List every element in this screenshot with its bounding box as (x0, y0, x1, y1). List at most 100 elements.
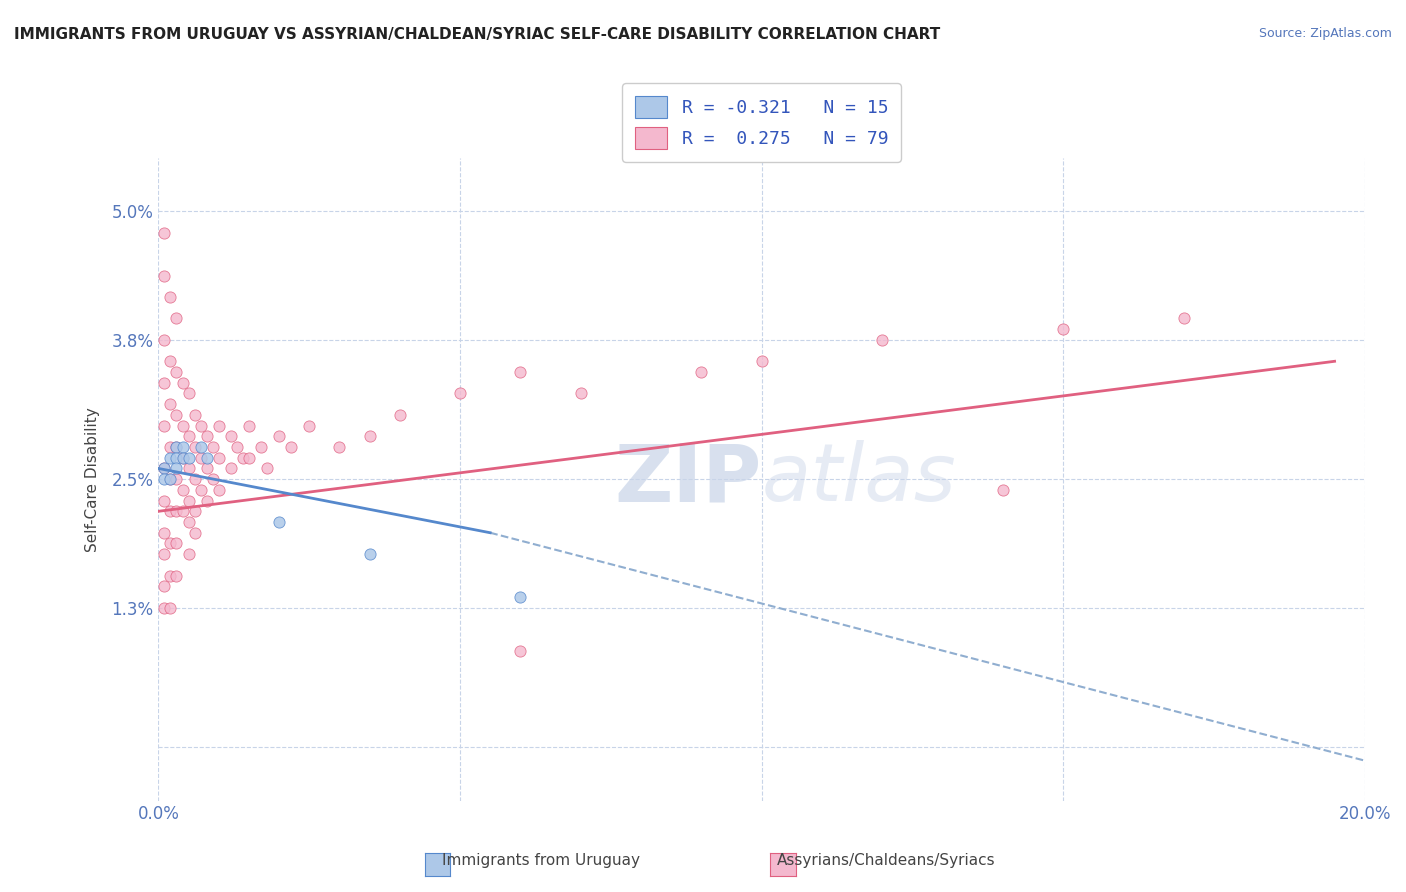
Point (159, 290, 181, 304)
Point (509, 590, 531, 604)
Point (1052, 322, 1074, 336)
Point (166, 536, 188, 550)
Text: Assyrians/Chaldeans/Syriacs: Assyrians/Chaldeans/Syriacs (776, 853, 995, 868)
Point (219, 429, 242, 443)
Point (153, 472, 176, 486)
Point (190, 483, 212, 497)
Point (172, 450, 194, 465)
Point (177, 461, 200, 475)
Legend: R = -0.321   N = 15, R =  0.275   N = 79: R = -0.321 N = 15, R = 0.275 N = 79 (621, 83, 901, 161)
Point (267, 429, 290, 443)
Point (190, 450, 212, 465)
Point (153, 525, 176, 540)
Point (153, 579, 176, 593)
Point (159, 472, 181, 486)
Point (208, 418, 231, 433)
Point (219, 461, 242, 475)
Point (177, 450, 200, 465)
Point (195, 461, 218, 475)
Point (991, 483, 1014, 497)
Point (509, 643, 531, 657)
Point (153, 226, 176, 240)
Point (328, 440, 350, 454)
Point (280, 440, 302, 454)
Point (183, 440, 205, 454)
Point (201, 440, 224, 454)
Point (1173, 311, 1195, 326)
Point (159, 504, 181, 518)
Point (159, 450, 181, 465)
Point (359, 547, 381, 561)
Point (208, 450, 231, 465)
Point (166, 311, 188, 326)
Point (388, 408, 411, 422)
Point (153, 376, 176, 390)
Point (298, 418, 321, 433)
Point (172, 418, 194, 433)
Text: Source: ZipAtlas.com: Source: ZipAtlas.com (1258, 27, 1392, 40)
Point (183, 472, 205, 486)
Point (238, 418, 260, 433)
Point (250, 440, 273, 454)
Point (159, 568, 181, 582)
Point (166, 461, 188, 475)
Point (183, 525, 205, 540)
Text: atlas: atlas (762, 440, 956, 518)
Point (225, 440, 247, 454)
Point (166, 472, 188, 486)
Point (195, 429, 218, 443)
Point (208, 483, 231, 497)
Point (177, 429, 200, 443)
Point (166, 365, 188, 379)
Point (153, 461, 176, 475)
Point (166, 504, 188, 518)
Point (195, 493, 218, 508)
Point (172, 504, 194, 518)
Point (177, 386, 200, 401)
Point (159, 536, 181, 550)
Point (172, 440, 194, 454)
Point (183, 504, 205, 518)
Point (177, 547, 200, 561)
Point (267, 515, 290, 529)
Point (159, 354, 181, 368)
Point (172, 483, 194, 497)
Point (153, 600, 176, 615)
Point (172, 450, 194, 465)
Point (569, 386, 592, 401)
Point (166, 440, 188, 454)
Y-axis label: Self-Care Disability: Self-Care Disability (86, 407, 100, 551)
Text: ZIP: ZIP (614, 440, 762, 518)
Point (256, 461, 278, 475)
Point (751, 354, 773, 368)
Point (690, 365, 713, 379)
Point (172, 376, 194, 390)
Point (153, 268, 176, 283)
Point (153, 418, 176, 433)
Point (177, 515, 200, 529)
Point (190, 418, 212, 433)
Point (153, 333, 176, 347)
Point (159, 397, 181, 411)
Point (238, 450, 260, 465)
Point (509, 365, 531, 379)
Point (159, 600, 181, 615)
Point (201, 472, 224, 486)
Point (153, 547, 176, 561)
Point (177, 493, 200, 508)
Text: Immigrants from Uruguay: Immigrants from Uruguay (443, 853, 640, 868)
Text: IMMIGRANTS FROM URUGUAY VS ASSYRIAN/CHALDEAN/SYRIAC SELF-CARE DISABILITY CORRELA: IMMIGRANTS FROM URUGUAY VS ASSYRIAN/CHAL… (14, 27, 941, 42)
Point (166, 440, 188, 454)
Point (153, 493, 176, 508)
Point (449, 386, 471, 401)
Point (159, 440, 181, 454)
Point (166, 408, 188, 422)
Point (166, 450, 188, 465)
Point (190, 440, 212, 454)
Point (183, 408, 205, 422)
Point (359, 429, 381, 443)
Point (195, 450, 218, 465)
Point (153, 461, 176, 475)
Point (232, 450, 254, 465)
Point (870, 333, 893, 347)
